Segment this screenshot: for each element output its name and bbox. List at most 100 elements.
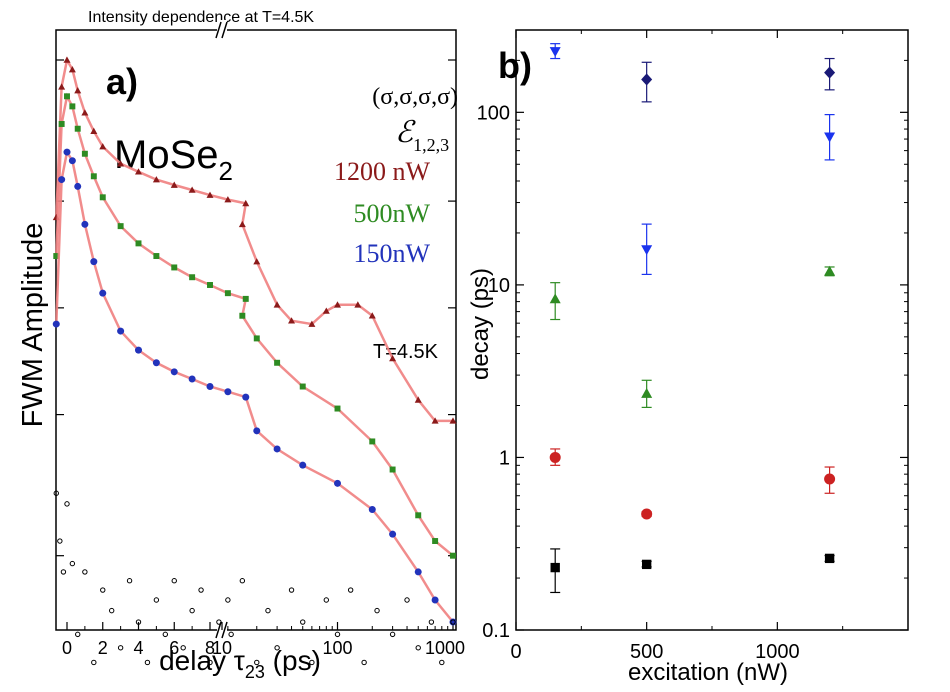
data-point-open-circle <box>53 490 59 496</box>
data-point-triangle <box>188 186 196 193</box>
data-point-open-circle <box>91 659 97 666</box>
data-point-circle <box>99 289 107 297</box>
data-point-circle <box>152 359 160 367</box>
panel-a-xlabel: delay τ23 (ps) <box>159 645 321 682</box>
data-point-square <box>334 405 341 412</box>
data-point-square <box>207 282 213 288</box>
data-point-triangle <box>117 160 125 167</box>
data-point-square <box>274 359 281 366</box>
data-point-triangle <box>99 143 107 150</box>
decay-point-triangle <box>824 265 836 276</box>
axis-break-mark-bottom <box>215 621 222 639</box>
data-point-triangle <box>90 127 98 134</box>
data-point-open-circle <box>82 569 88 575</box>
data-point-open-circle <box>153 597 160 603</box>
data-point-triangle <box>170 181 178 188</box>
panel-b-ylabel: decay (ps) <box>467 268 494 380</box>
data-point-open-circle <box>180 645 186 651</box>
panel-a-x-tick-label: 8 <box>205 638 215 658</box>
data-point-square <box>64 93 70 100</box>
data-point-triangle <box>273 301 281 308</box>
decay-point-triangle-down <box>549 47 561 58</box>
data-point-circle <box>135 346 142 354</box>
data-point-triangle <box>63 56 71 63</box>
data-point-square <box>189 274 196 281</box>
panel-a-x-tick-label: 100 <box>322 638 352 658</box>
axis-break-mark-bottom <box>221 621 228 639</box>
sample-label-sub: 2 <box>219 156 233 186</box>
data-point-triangle <box>135 168 142 175</box>
data-point-open-circle <box>189 607 195 614</box>
data-point-open-circle <box>288 587 295 593</box>
data-point-circle <box>90 258 98 266</box>
pulses-label-sub: 1,2,3 <box>413 135 449 155</box>
decay-point-circle <box>824 473 836 485</box>
data-point-circle <box>414 568 422 576</box>
panel-b-x-tick-label: 1000 <box>755 641 800 663</box>
axis-break-mark-top <box>215 21 222 39</box>
data-point-circle <box>273 445 281 453</box>
data-point-open-circle <box>144 659 151 666</box>
data-point-square <box>135 240 142 247</box>
decay-point-square <box>824 553 835 564</box>
data-point-circle <box>224 388 232 396</box>
data-point-triangle <box>308 320 316 327</box>
data-point-square <box>99 194 106 201</box>
panel-a-x-tick-label: 1000 <box>425 638 465 658</box>
panel-b-y-tick-label: 0.1 <box>482 620 510 642</box>
data-point-square <box>369 438 376 445</box>
decay-point-triangle-down <box>641 245 653 256</box>
data-point-triangle <box>322 307 330 314</box>
data-point-triangle <box>224 196 232 203</box>
data-point-circle <box>334 479 341 487</box>
legend-label-150nw: 150nW <box>353 239 430 268</box>
data-point-triangle <box>354 301 362 308</box>
panel-b-xlabel: excitation (nW) <box>628 659 788 686</box>
data-point-square <box>242 295 249 302</box>
data-point-circle <box>58 176 66 184</box>
data-point-open-circle <box>108 607 115 614</box>
data-point-triangle <box>68 66 76 73</box>
data-point-open-circle <box>207 659 213 666</box>
data-point-triangle <box>368 312 376 319</box>
sample-label: MoSe2 <box>114 133 233 186</box>
panel-a-label: a) <box>106 61 138 102</box>
temperature-label: T=4.5K <box>373 341 439 363</box>
data-point-square <box>432 538 439 544</box>
panel-b-y-tick-label: 100 <box>477 102 510 124</box>
data-point-triangle <box>389 354 397 362</box>
panel-b-y-tick-label: 1 <box>499 447 510 469</box>
data-point-open-circle <box>323 597 330 603</box>
data-point-open-circle <box>117 645 124 651</box>
data-point-triangle <box>74 87 82 94</box>
data-point-open-circle <box>389 631 396 638</box>
panel-a-x-tick-label: 10 <box>212 638 232 658</box>
data-point-open-circle <box>374 607 380 614</box>
data-point-triangle <box>242 199 250 207</box>
panel-a-title: Intensity dependence at T=4.5K <box>88 9 314 26</box>
data-point-square <box>224 290 231 297</box>
data-point-open-circle <box>439 659 445 666</box>
data-point-open-circle <box>404 597 410 603</box>
panel-a-x-tick-label: 2 <box>98 638 108 658</box>
data-point-circle <box>206 383 214 391</box>
decay-point-circle <box>549 451 561 463</box>
decay-point-triangle <box>549 293 561 304</box>
data-point-square <box>58 121 65 127</box>
legend-label-1200nw: 1200 nW <box>334 157 431 186</box>
data-point-triangle <box>414 396 422 403</box>
decay-point-triangle-down <box>824 132 836 143</box>
data-point-triangle <box>58 83 66 90</box>
data-point-square <box>53 253 60 260</box>
data-point-open-circle <box>60 569 67 575</box>
axis-break-mask-top <box>217 20 227 40</box>
data-point-square <box>74 125 81 132</box>
data-point-open-circle <box>347 587 354 593</box>
decay-point-triangle <box>641 387 653 398</box>
data-point-open-circle <box>198 587 204 593</box>
data-point-open-circle <box>265 607 271 614</box>
data-point-circle <box>389 530 397 538</box>
data-point-circle <box>299 461 307 469</box>
data-point-square <box>90 173 97 180</box>
decay-point-square <box>550 562 560 573</box>
